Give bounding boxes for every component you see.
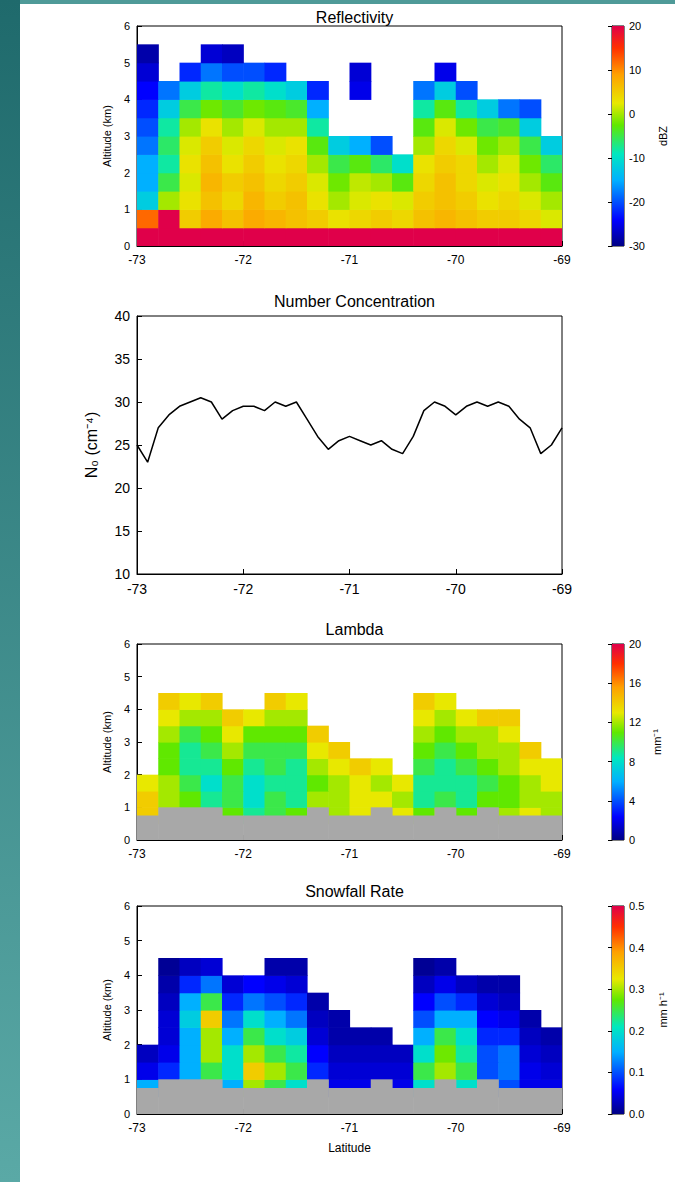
svg-text:-70: -70 [447, 847, 465, 861]
svg-text:0: 0 [124, 240, 130, 252]
svg-text:Snowfall Rate: Snowfall Rate [305, 883, 404, 900]
svg-text:Altitude (km): Altitude (km) [101, 105, 113, 167]
svg-text:Reflectivity: Reflectivity [316, 9, 393, 26]
svg-text:-71: -71 [339, 581, 359, 597]
svg-text:N₀ (cm⁻⁴): N₀ (cm⁻⁴) [83, 412, 100, 479]
svg-text:5: 5 [124, 671, 130, 683]
svg-text:0: 0 [124, 1108, 130, 1120]
svg-text:20: 20 [629, 20, 641, 32]
svg-text:0.0: 0.0 [629, 1108, 644, 1120]
svg-text:40: 40 [114, 308, 130, 324]
svg-text:-10: -10 [629, 152, 645, 164]
svg-text:10: 10 [629, 64, 641, 76]
svg-text:-72: -72 [235, 253, 253, 267]
svg-text:-72: -72 [235, 847, 253, 861]
svg-text:0.5: 0.5 [629, 900, 644, 912]
svg-text:-73: -73 [127, 581, 147, 597]
svg-text:0: 0 [629, 108, 635, 120]
svg-text:0.4: 0.4 [629, 942, 644, 954]
svg-text:-20: -20 [629, 196, 645, 208]
svg-text:-73: -73 [128, 1121, 146, 1135]
svg-text:12: 12 [629, 716, 641, 728]
svg-text:0.3: 0.3 [629, 983, 644, 995]
svg-text:3: 3 [124, 1004, 130, 1016]
svg-text:6: 6 [124, 20, 130, 32]
svg-text:5: 5 [124, 935, 130, 947]
svg-text:25: 25 [114, 437, 130, 453]
svg-text:-70: -70 [447, 1121, 465, 1135]
svg-text:6: 6 [124, 900, 130, 912]
svg-text:2: 2 [124, 167, 130, 179]
svg-text:Altitude (km): Altitude (km) [101, 711, 113, 773]
svg-text:-73: -73 [128, 847, 146, 861]
svg-text:3: 3 [124, 130, 130, 142]
svg-text:4: 4 [124, 93, 130, 105]
svg-text:-72: -72 [233, 581, 253, 597]
svg-text:30: 30 [114, 394, 130, 410]
svg-text:-71: -71 [341, 847, 359, 861]
svg-text:8: 8 [629, 756, 635, 768]
svg-text:mm⁻¹: mm⁻¹ [651, 729, 663, 755]
svg-text:0.2: 0.2 [629, 1025, 644, 1037]
svg-text:1: 1 [124, 203, 130, 215]
svg-text:4: 4 [629, 795, 635, 807]
svg-text:-73: -73 [128, 253, 146, 267]
svg-text:mm h⁻¹: mm h⁻¹ [657, 992, 669, 1028]
svg-text:2: 2 [124, 769, 130, 781]
svg-text:dBZ: dBZ [657, 126, 669, 146]
svg-text:0: 0 [629, 834, 635, 846]
svg-text:5: 5 [124, 57, 130, 69]
svg-text:0.1: 0.1 [629, 1066, 644, 1078]
svg-text:-69: -69 [552, 581, 572, 597]
svg-text:1: 1 [124, 801, 130, 813]
svg-text:Number Concentration: Number Concentration [274, 293, 435, 310]
svg-text:-30: -30 [629, 240, 645, 252]
svg-text:-70: -70 [447, 253, 465, 267]
svg-text:4: 4 [124, 703, 130, 715]
svg-text:2: 2 [124, 1039, 130, 1051]
svg-text:-70: -70 [446, 581, 466, 597]
svg-text:20: 20 [629, 638, 641, 650]
svg-text:4: 4 [124, 969, 130, 981]
svg-text:3: 3 [124, 736, 130, 748]
svg-text:Lambda: Lambda [326, 621, 384, 638]
svg-text:-69: -69 [553, 1121, 571, 1135]
svg-text:20: 20 [114, 480, 130, 496]
svg-text:35: 35 [114, 351, 130, 367]
svg-text:-69: -69 [553, 847, 571, 861]
svg-text:10: 10 [114, 566, 130, 582]
svg-text:-71: -71 [341, 1121, 359, 1135]
svg-text:16: 16 [629, 677, 641, 689]
svg-text:-71: -71 [341, 253, 359, 267]
svg-text:6: 6 [124, 638, 130, 650]
svg-text:-72: -72 [235, 1121, 253, 1135]
svg-text:0: 0 [124, 834, 130, 846]
svg-text:-69: -69 [553, 253, 571, 267]
svg-text:1: 1 [124, 1073, 130, 1085]
svg-text:Altitude (km): Altitude (km) [101, 979, 113, 1041]
svg-text:Latitude: Latitude [328, 1141, 371, 1155]
svg-text:15: 15 [114, 523, 130, 539]
